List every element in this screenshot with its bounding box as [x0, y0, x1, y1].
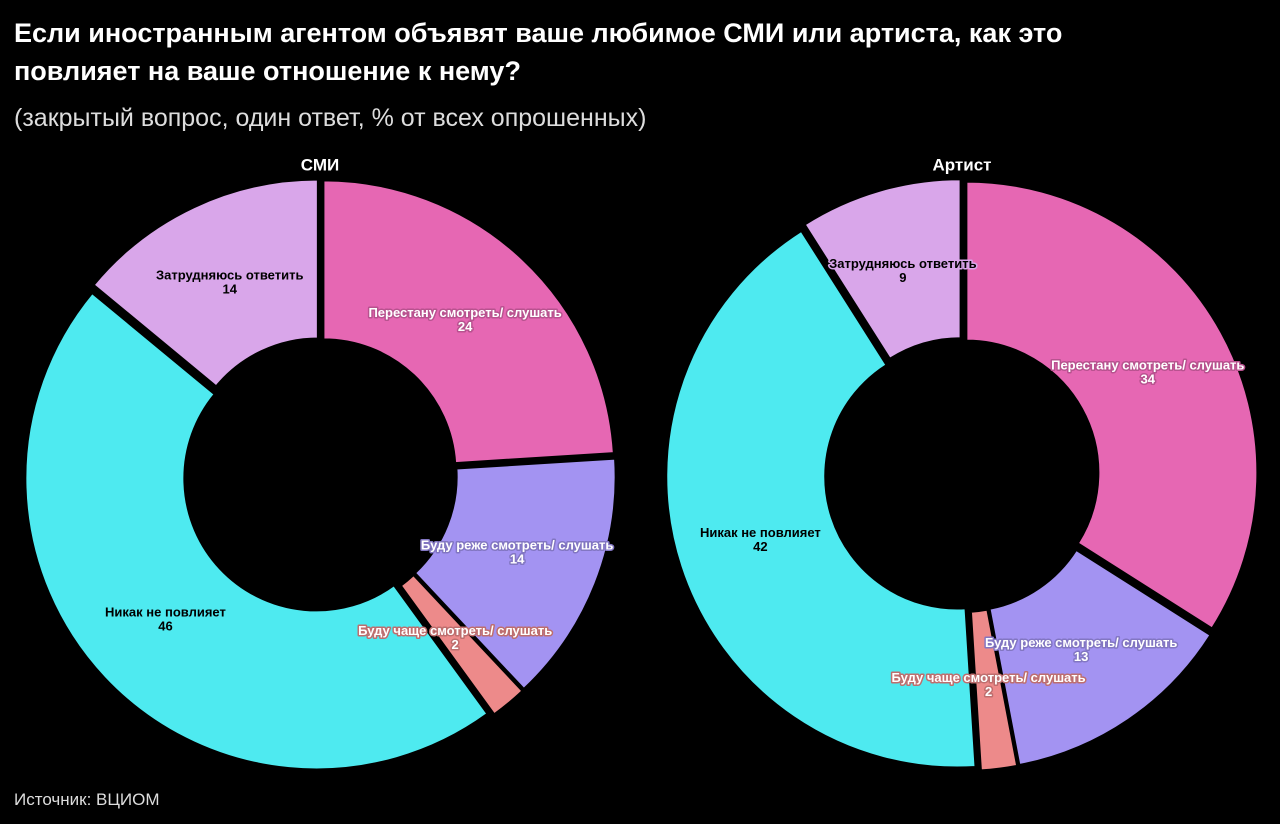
segment-label: Затрудняюсь ответить: [829, 256, 976, 271]
segment-value: 14: [223, 282, 238, 297]
segment-value: 42: [753, 539, 767, 554]
segment-value: 14: [510, 551, 525, 566]
segment-label: Никак не повлияет: [105, 605, 226, 620]
donut-segment: [969, 608, 1019, 772]
donut-segment: [413, 457, 617, 691]
segment-value: 13: [1074, 649, 1088, 664]
segment-label: Буду чаще смотреть/ слушать: [358, 623, 552, 638]
segment-value: 24: [458, 319, 473, 334]
donut-segment: [965, 180, 1259, 630]
segment-label: Никак не повлияет: [700, 525, 821, 540]
segment-label: Буду реже смотреть/ слушать: [421, 537, 613, 552]
chart-title: Артист: [933, 155, 992, 174]
donut-segment: [988, 548, 1212, 767]
source: Источник: ВЦИОМ: [14, 790, 160, 809]
segment-value: 2: [452, 637, 459, 652]
segment-label: Перестану смотреть/ слушать: [1051, 357, 1244, 372]
segment-value: 34: [1141, 371, 1156, 386]
donut-segment: [24, 291, 489, 771]
title: Если иностранным агентом объявят ваше лю…: [14, 18, 1063, 86]
segment-value: 9: [899, 270, 906, 285]
segment-label: Буду чаще смотреть/ слушать: [892, 670, 1086, 685]
segment-value: 2: [985, 684, 992, 699]
segment-label: Затрудняюсь ответить: [156, 268, 303, 283]
segment-label: Буду реже смотреть/ слушать: [985, 635, 1177, 650]
segment-value: 46: [158, 619, 172, 634]
segment-label: Перестану смотреть/ слушать: [368, 305, 561, 320]
donut-segment: [803, 178, 962, 361]
donut-segment: [665, 229, 977, 769]
subtitle: (закрытый вопрос, один ответ, % от всех …: [14, 104, 647, 132]
donut-segment: [399, 573, 524, 716]
donut-segment: [92, 178, 319, 388]
donut-segment: [322, 179, 615, 465]
chart-title: СМИ: [301, 155, 339, 174]
